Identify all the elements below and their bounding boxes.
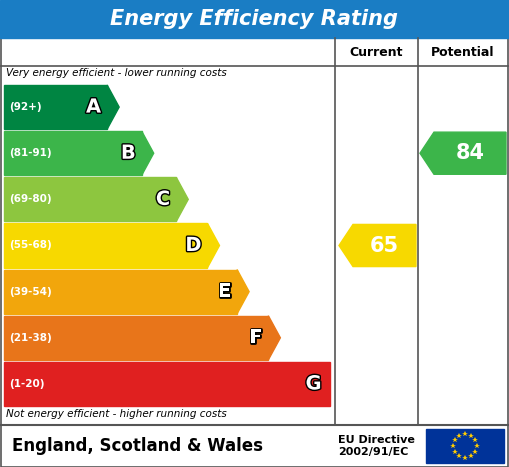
- Text: 84: 84: [456, 143, 485, 163]
- Text: (92+): (92+): [9, 102, 42, 112]
- Text: B: B: [121, 144, 136, 163]
- Bar: [4, 316, 268, 360]
- Text: D: D: [185, 236, 202, 255]
- Polygon shape: [237, 269, 249, 314]
- Text: England, Scotland & Wales: England, Scotland & Wales: [12, 437, 263, 455]
- Polygon shape: [208, 223, 219, 268]
- Bar: [4, 131, 142, 175]
- Text: EU Directive: EU Directive: [338, 435, 415, 445]
- Polygon shape: [107, 85, 119, 129]
- Text: Very energy efficient - lower running costs: Very energy efficient - lower running co…: [6, 68, 227, 78]
- Text: Not energy efficient - higher running costs: Not energy efficient - higher running co…: [6, 409, 227, 419]
- Text: A: A: [86, 98, 101, 117]
- Polygon shape: [339, 225, 416, 267]
- Bar: [0, 0, 509, 38]
- Text: E: E: [218, 282, 231, 301]
- Polygon shape: [420, 132, 506, 174]
- Text: F: F: [249, 328, 262, 347]
- Text: 65: 65: [370, 235, 399, 255]
- Text: Energy Efficiency Rating: Energy Efficiency Rating: [110, 9, 399, 29]
- Bar: [4, 362, 330, 406]
- Text: G: G: [305, 375, 322, 393]
- Bar: [1, 425, 508, 467]
- Bar: [4, 85, 107, 129]
- Bar: [4, 223, 208, 268]
- Bar: [426, 429, 504, 463]
- Bar: [4, 269, 237, 314]
- Text: C: C: [156, 190, 170, 209]
- Text: (81-91): (81-91): [9, 148, 51, 158]
- Text: Current: Current: [350, 45, 403, 58]
- Polygon shape: [142, 131, 154, 175]
- Text: Potential: Potential: [431, 45, 495, 58]
- Text: (69-80): (69-80): [9, 194, 51, 205]
- Text: 2002/91/EC: 2002/91/EC: [338, 447, 408, 457]
- Polygon shape: [176, 177, 188, 221]
- Text: (1-20): (1-20): [9, 379, 44, 389]
- Polygon shape: [268, 316, 280, 360]
- Bar: [1, 38, 508, 425]
- Text: (55-68): (55-68): [9, 241, 52, 250]
- Text: (39-54): (39-54): [9, 287, 52, 297]
- Bar: [4, 177, 176, 221]
- Text: (21-38): (21-38): [9, 333, 52, 343]
